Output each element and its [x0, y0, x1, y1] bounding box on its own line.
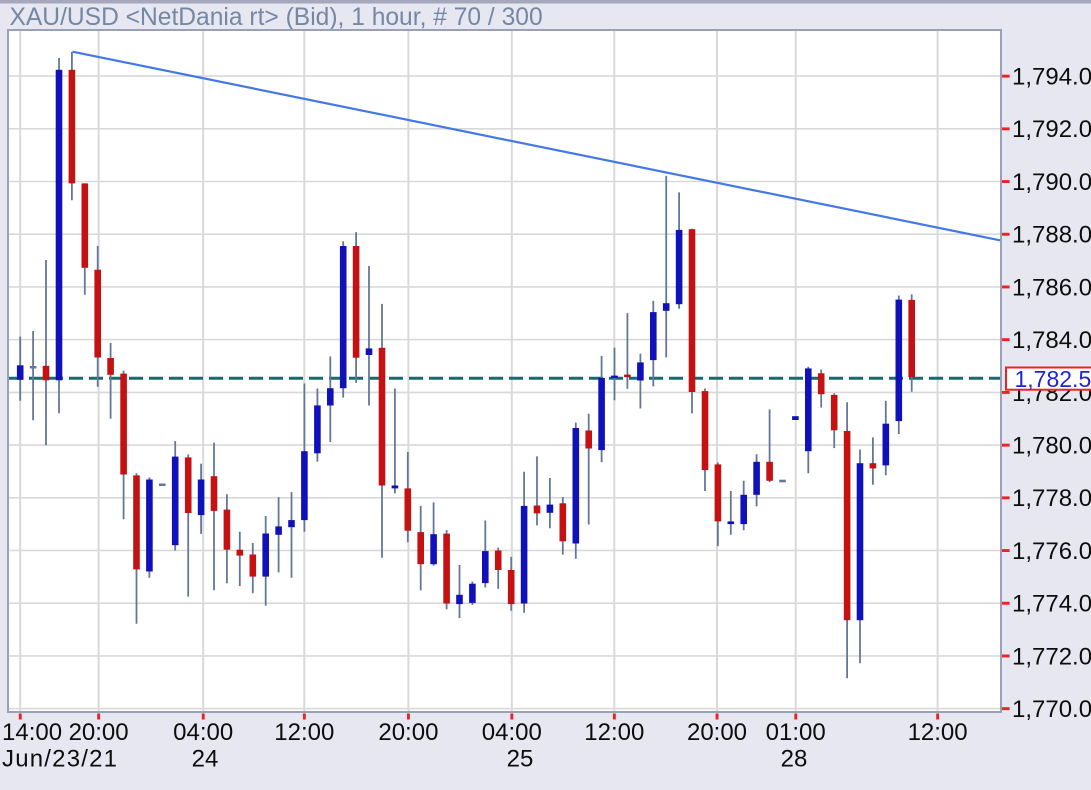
svg-text:1,794.0: 1,794.0 — [1012, 64, 1091, 91]
svg-text:1,780.0: 1,780.0 — [1012, 433, 1091, 460]
svg-text:1,782.5: 1,782.5 — [1015, 366, 1091, 392]
svg-text:1,772.0: 1,772.0 — [1012, 643, 1091, 670]
svg-text:20:00: 20:00 — [378, 719, 438, 746]
svg-text:1,778.0: 1,778.0 — [1012, 485, 1091, 512]
svg-text:04:00: 04:00 — [482, 719, 542, 746]
svg-text:20:00: 20:00 — [687, 719, 747, 746]
svg-text:25: 25 — [507, 746, 534, 773]
svg-text:24: 24 — [192, 746, 219, 773]
svg-text:1,784.0: 1,784.0 — [1012, 327, 1091, 354]
svg-text:12:00: 12:00 — [584, 719, 644, 746]
svg-text:12:00: 12:00 — [908, 719, 968, 746]
svg-text:28: 28 — [781, 746, 808, 773]
svg-text:1,790.0: 1,790.0 — [1012, 169, 1091, 196]
svg-text:1,788.0: 1,788.0 — [1012, 222, 1091, 249]
svg-text:20:00: 20:00 — [69, 719, 129, 746]
svg-text:1,776.0: 1,776.0 — [1012, 538, 1091, 565]
svg-text:1,774.0: 1,774.0 — [1012, 591, 1091, 618]
svg-text:1,792.0: 1,792.0 — [1012, 116, 1091, 143]
svg-text:14:00: 14:00 — [2, 719, 62, 746]
svg-text:12:00: 12:00 — [274, 719, 334, 746]
svg-text:01:00: 01:00 — [766, 719, 826, 746]
svg-text:XAU/USD <NetDania rt> (Bid), 1: XAU/USD <NetDania rt> (Bid), 1 hour, # 7… — [10, 4, 543, 31]
svg-text:04:00: 04:00 — [173, 719, 233, 746]
svg-text:1,786.0: 1,786.0 — [1012, 274, 1091, 301]
svg-text:1,770.0: 1,770.0 — [1012, 696, 1091, 723]
svg-text:Jun/23/21: Jun/23/21 — [2, 746, 118, 773]
